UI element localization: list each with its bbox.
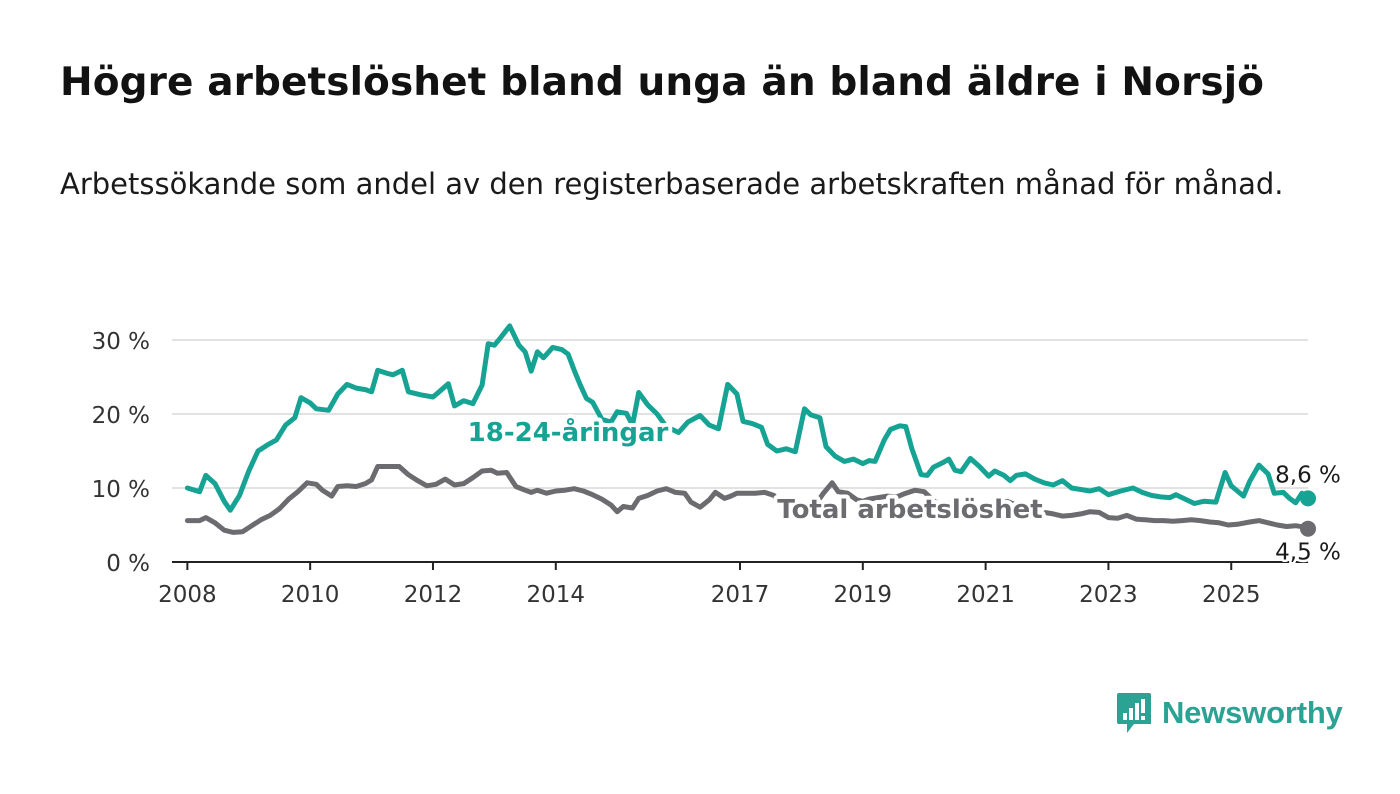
newsworthy-logo-icon: [1117, 693, 1151, 733]
series-end-point: [1300, 520, 1316, 537]
series-end-label: 8,6 %: [1275, 462, 1341, 488]
brand-name: Newsworthy: [1162, 695, 1343, 730]
series-labels: 8,6 % 4,5 % 18-24-åringar Total arbetslöshe…: [464, 412, 1344, 568]
series-line-youth: [184, 323, 1311, 513]
y-tick-label: 10 %: [92, 477, 150, 503]
x-tick-label: 2010: [281, 582, 340, 608]
series-end-point: [1300, 490, 1316, 507]
chart-subtitle: Arbetssökande som andel av den registerb…: [60, 167, 1284, 201]
x-axis: 2008 2010 2012 2014 2017 2019 2021 2023 2025: [158, 561, 1308, 608]
y-tick-label: 0 %: [106, 551, 150, 577]
x-tick-label: 2023: [1079, 582, 1138, 608]
x-tick-label: 2019: [834, 582, 893, 608]
x-tick-label: 2025: [1202, 582, 1261, 608]
series-end-label: 4,5 %: [1275, 540, 1341, 566]
series-layer: [184, 323, 1316, 537]
series-line-total: [184, 464, 1311, 535]
brand: Newsworthy: [1116, 690, 1343, 736]
series-name-label: 18-24-åringar: [468, 416, 669, 448]
chart-title: Högre arbetslöshet bland unga än bland ä…: [60, 60, 1265, 105]
y-tick-label: 30 %: [92, 329, 150, 355]
x-tick-label: 2012: [404, 582, 463, 608]
x-tick-label: 2017: [711, 582, 770, 608]
y-axis: 0 % 10 % 20 % 30 %: [92, 329, 150, 577]
x-tick-label: 2014: [527, 582, 586, 608]
x-tick-label: 2021: [956, 582, 1015, 608]
x-tick-label: 2008: [158, 582, 217, 608]
y-tick-label: 20 %: [92, 403, 150, 429]
series-name-label: Total arbetslöshet: [777, 495, 1042, 525]
